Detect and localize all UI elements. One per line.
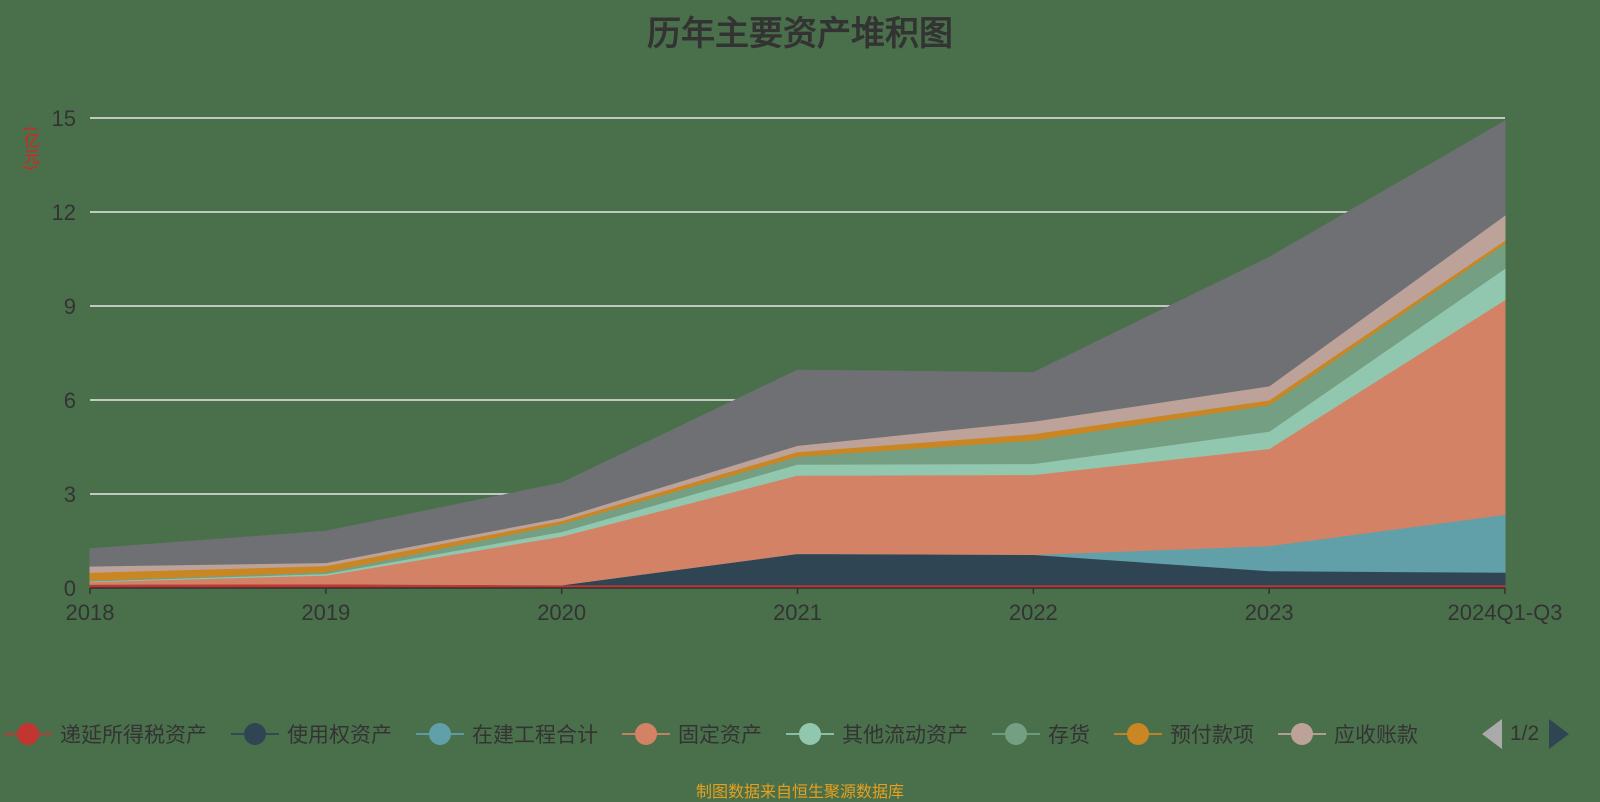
legend-label: 固定资产: [678, 723, 762, 747]
y-tick-label: 3: [64, 482, 76, 507]
source-note: 制图数据来自恒生聚源数据库: [695, 782, 904, 801]
legend-page-indicator: 1/2: [1510, 722, 1540, 745]
legend-next-arrow-icon[interactable]: [1549, 719, 1570, 749]
y-tick-label: 9: [64, 294, 76, 319]
legend-marker-icon: [992, 719, 1040, 749]
x-tick-label: 2020: [537, 600, 586, 625]
legend-label: 预付款项: [1170, 723, 1254, 747]
legend-marker-icon: [231, 719, 279, 749]
legend-item[interactable]: 其他流动资产: [786, 719, 968, 749]
y-tick-label: 15: [52, 106, 76, 131]
legend-marker-icon: [622, 719, 670, 749]
legend-item[interactable]: 应收账款: [1278, 719, 1418, 749]
legend-item[interactable]: 使用权资产: [231, 719, 392, 749]
legend-marker-icon: [1114, 719, 1162, 749]
legend-item[interactable]: 固定资产: [622, 719, 762, 749]
legend-label: 存货: [1048, 723, 1090, 747]
legend-label: 应收账款: [1334, 723, 1418, 747]
legend-label: 在建工程合计: [472, 723, 598, 747]
legend-prev-arrow-icon[interactable]: [1482, 719, 1502, 749]
y-tick-label: 0: [64, 576, 76, 601]
legend-label: 递延所得税资产: [60, 723, 207, 747]
legend-item[interactable]: 递延所得税资产: [4, 719, 207, 749]
area-series-8: [89, 120, 1506, 567]
legend-label: 其他流动资产: [842, 723, 968, 747]
legend-marker-icon: [786, 719, 834, 749]
x-tick-label: 2021: [773, 600, 822, 625]
legend: 递延所得税资产 使用权资产 在建工程合计 固定资产 其他流动资产 存货 预付款项 应收账款 1…: [0, 716, 1600, 752]
stacked-areas: [89, 120, 1506, 589]
chart-title: 历年主要资产堆积图: [647, 14, 953, 54]
y-tick-label: 12: [52, 200, 76, 225]
legend-item[interactable]: 预付款项: [1114, 719, 1254, 749]
legend-marker-icon: [4, 719, 52, 749]
legend-pager: 1/2: [1482, 716, 1600, 752]
x-tick-label: 2019: [301, 600, 350, 625]
legend-item[interactable]: 存货: [992, 719, 1090, 749]
legend-items: 递延所得税资产 使用权资产 在建工程合计 固定资产 其他流动资产 存货 预付款项 应收账款: [4, 716, 1478, 752]
legend-marker-icon: [1278, 719, 1326, 749]
legend-label: 使用权资产: [287, 723, 392, 747]
x-tick-label: 2022: [1009, 600, 1058, 625]
y-axis-unit: (亿元): [21, 126, 40, 171]
legend-item[interactable]: 在建工程合计: [416, 719, 598, 749]
axes: 0 3 6 9 12 15 2018 2019 2020 2021 2022 2023 2024Q1-Q…: [52, 106, 1563, 625]
x-tick-label: 2018: [66, 600, 115, 625]
y-tick-label: 6: [64, 388, 76, 413]
x-tick-label: 2023: [1245, 600, 1294, 625]
x-tick-label: 2024Q1-Q3: [1448, 600, 1563, 625]
legend-marker-icon: [416, 719, 464, 749]
